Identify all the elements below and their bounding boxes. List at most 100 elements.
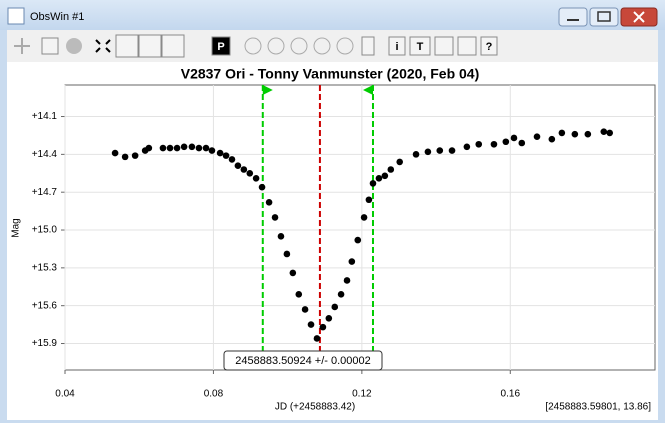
data-point xyxy=(360,214,368,221)
y-tick-label: +14.4 xyxy=(32,149,58,160)
x-tick-label: 0.12 xyxy=(352,389,372,400)
data-point xyxy=(502,138,510,146)
tool-legend[interactable] xyxy=(434,36,454,56)
tool-plot3[interactable] xyxy=(161,34,185,58)
maximize-button[interactable] xyxy=(589,7,619,27)
cursor-readout: [2458883.59801, 13.86] xyxy=(545,402,651,413)
data-point xyxy=(258,183,266,191)
data-point xyxy=(295,291,303,298)
data-point xyxy=(354,236,362,244)
y-tick-label: +15.9 xyxy=(32,338,58,349)
data-point xyxy=(558,129,566,137)
data-point xyxy=(436,147,444,154)
tool-grid[interactable] xyxy=(41,37,59,55)
tool-info[interactable] xyxy=(388,36,406,56)
data-point xyxy=(490,140,498,148)
y-tick-label: +15.0 xyxy=(32,225,58,236)
data-point xyxy=(246,169,254,177)
tool-p[interactable] xyxy=(211,36,231,56)
data-point xyxy=(216,149,224,157)
tool-text-label: T xyxy=(417,41,424,53)
tool-help-label: ? xyxy=(486,41,493,53)
data-point xyxy=(387,166,395,173)
tool-last[interactable] xyxy=(336,37,354,55)
data-point xyxy=(518,139,526,147)
data-point xyxy=(159,144,167,152)
tool-plot2[interactable] xyxy=(138,34,162,58)
tool-crosshair[interactable] xyxy=(14,38,30,54)
data-point xyxy=(180,143,188,151)
y-tick-label: +14.7 xyxy=(32,187,58,198)
data-point xyxy=(313,335,321,342)
tool-edit[interactable] xyxy=(457,36,477,56)
data-point xyxy=(173,144,181,152)
data-point xyxy=(571,130,579,138)
data-point xyxy=(424,148,432,156)
tool-star[interactable] xyxy=(66,38,82,54)
tool-info-label: i xyxy=(395,41,398,53)
data-point xyxy=(331,303,339,311)
tool-next[interactable] xyxy=(313,37,331,55)
annotation-box xyxy=(223,350,383,371)
data-point xyxy=(365,196,373,204)
x-tick-label: 0.08 xyxy=(204,389,224,400)
x-axis-label: JD (+2458883.42) xyxy=(275,402,355,413)
close-glyph xyxy=(633,11,645,23)
data-point xyxy=(228,156,236,163)
data-point xyxy=(412,151,420,158)
tool-first[interactable] xyxy=(244,37,262,55)
tool-list[interactable] xyxy=(361,36,375,56)
data-point xyxy=(111,149,119,157)
data-point xyxy=(252,175,260,182)
data-point xyxy=(533,133,541,141)
tool-plot1[interactable] xyxy=(115,34,139,58)
y-axis-label: Mag xyxy=(11,218,22,237)
data-point xyxy=(307,321,315,328)
marker-flag xyxy=(362,85,373,95)
annotation: 2458883.50924 +/- 0.00002 xyxy=(235,355,371,367)
maximize-glyph xyxy=(597,11,611,22)
data-point xyxy=(121,153,129,161)
minimize-button[interactable] xyxy=(558,7,588,27)
data-point xyxy=(396,158,404,166)
data-point xyxy=(600,128,608,135)
data-point xyxy=(166,144,174,152)
tool-text[interactable] xyxy=(409,36,431,56)
data-point xyxy=(202,144,210,152)
tool-prev[interactable] xyxy=(267,37,285,55)
data-point xyxy=(271,214,279,221)
tool-pause[interactable] xyxy=(290,37,308,55)
data-point xyxy=(343,277,351,284)
data-point xyxy=(289,269,297,277)
plot-area xyxy=(64,84,656,371)
window-title: ObsWin #1 xyxy=(30,11,84,23)
data-point xyxy=(240,166,248,173)
y-tick-label: +15.6 xyxy=(32,300,58,311)
y-tick-label: +14.1 xyxy=(32,111,58,122)
tool-help[interactable] xyxy=(480,36,498,56)
data-point xyxy=(463,143,471,151)
data-point xyxy=(319,323,327,331)
toolbar xyxy=(7,30,658,62)
data-point xyxy=(222,152,230,159)
data-point xyxy=(510,134,518,142)
tool-zoom[interactable] xyxy=(95,39,111,53)
plot: +14.1 +14.4 +14.7 +15.0 +15.3 +15.6 +15.9 0.04 0… xyxy=(32,85,655,400)
data-point xyxy=(145,144,153,152)
data-point xyxy=(475,140,483,148)
data-point xyxy=(277,233,285,240)
data-point xyxy=(301,306,309,313)
data-point xyxy=(375,175,383,182)
data-point xyxy=(606,129,614,137)
data-point xyxy=(548,135,556,143)
data-point xyxy=(325,314,333,322)
data-point xyxy=(337,291,345,298)
data-point xyxy=(265,198,273,206)
data-point xyxy=(283,250,291,258)
data-point xyxy=(195,144,203,152)
y-tick-label: +15.3 xyxy=(32,262,58,273)
data-point xyxy=(131,152,139,159)
data-point xyxy=(234,162,242,170)
